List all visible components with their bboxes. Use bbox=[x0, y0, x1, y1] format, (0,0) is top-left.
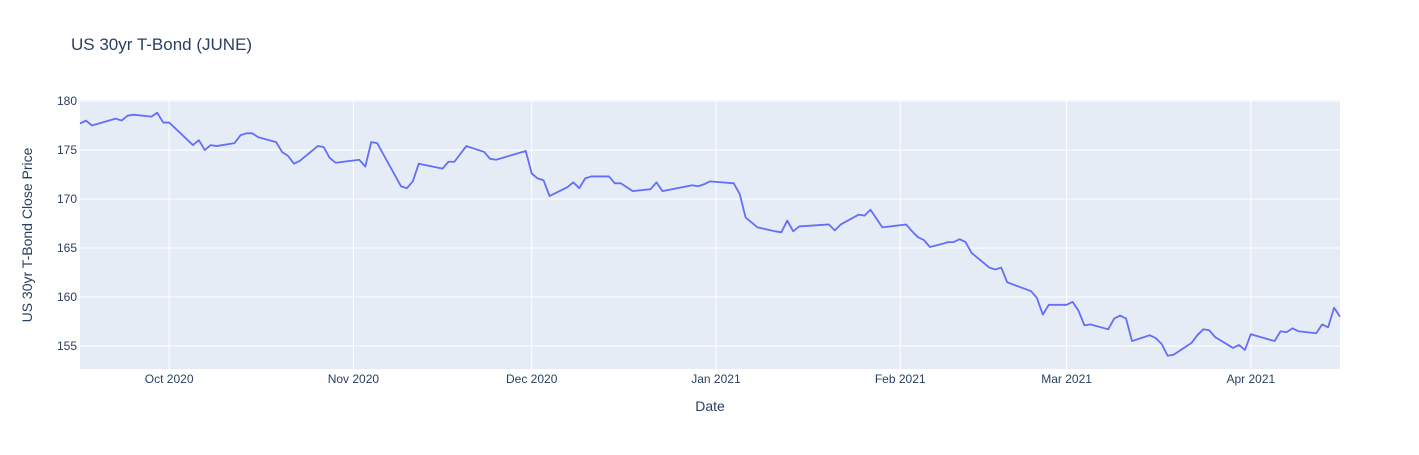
y-tick-label: 170 bbox=[57, 192, 77, 206]
y-tick-label: 180 bbox=[57, 94, 77, 108]
x-tick-label: Dec 2020 bbox=[506, 372, 558, 386]
y-axis-label: US 30yr T-Bond Close Price bbox=[19, 147, 35, 322]
x-tick-label: Apr 2021 bbox=[1226, 372, 1275, 386]
x-tick-label: Jan 2021 bbox=[691, 372, 741, 386]
y-tick-label: 175 bbox=[57, 143, 77, 157]
x-axis-label: Date bbox=[695, 398, 725, 414]
chart-title: US 30yr T-Bond (JUNE) bbox=[71, 35, 252, 54]
y-tick-label: 155 bbox=[57, 339, 77, 353]
x-tick-label: Nov 2020 bbox=[328, 372, 380, 386]
plot-area bbox=[80, 100, 1340, 369]
x-tick-label: Mar 2021 bbox=[1041, 372, 1092, 386]
y-tick-label: 165 bbox=[57, 241, 77, 255]
data-line bbox=[79, 111, 1341, 357]
y-tick-label: 160 bbox=[57, 290, 77, 304]
x-tick-label: Oct 2020 bbox=[145, 372, 194, 386]
x-tick-label: Feb 2021 bbox=[875, 372, 926, 386]
